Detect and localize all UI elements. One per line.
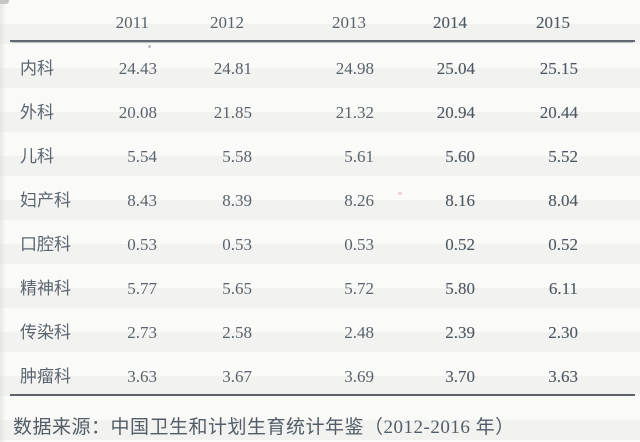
value-cell: 3.63 [483, 350, 586, 396]
value-cell: 2.39 [445, 322, 475, 342]
value-cell: 3.69 [260, 350, 382, 396]
scan-corner-artifact [0, 0, 9, 4]
value-cell: 5.54 [127, 146, 157, 166]
row-label: 外科 [20, 102, 54, 122]
row-spacer [586, 41, 635, 86]
table-row-stomatology: 口腔科 0.53 0.53 0.53 0.52 0.52 [10, 218, 635, 262]
value-cell: 0.52 [548, 234, 578, 254]
year-header-2013: 2013 [260, 8, 382, 42]
row-spacer [586, 218, 635, 262]
value-cell: 25.15 [539, 58, 578, 78]
value-cell: 24.81 [213, 58, 252, 78]
value-cell: 2.58 [222, 322, 252, 342]
value-cell: 3.67 [165, 350, 260, 396]
value-cell: 8.16 [445, 190, 475, 210]
year-header-2015: 2015 [483, 8, 586, 42]
double-rule-light-line [12, 42, 633, 43]
row-spacer [586, 130, 635, 174]
value-cell: 5.60 [445, 146, 475, 166]
value-cell: 25.04 [436, 58, 475, 78]
value-cell: 5.65 [222, 278, 252, 298]
value-cell: 3.63 [95, 350, 165, 396]
row-label: 儿科 [20, 146, 54, 166]
row-label: 内科 [20, 58, 54, 78]
year-header-2012: 2012 [165, 8, 260, 42]
table-row-surgery: 外科 20.08 21.85 21.32 20.94 20.44 [10, 86, 635, 130]
scan-edge-shadow [0, 0, 6, 442]
value-cell: 0.53 [344, 234, 374, 254]
value-cell: 8.43 [127, 190, 157, 210]
department-statistics-table: 2011 2012 2013 2014 2015 内科 24.43 24.81 … [10, 8, 635, 396]
value-cell: 21.85 [213, 102, 252, 122]
value-cell: 20.08 [118, 102, 157, 122]
value-cell: 6.11 [548, 278, 578, 298]
row-spacer [586, 174, 635, 218]
table-row-pediatrics: 儿科 5.54 5.58 5.61 5.60 5.52 [10, 130, 635, 174]
row-label: 妇产科 [20, 190, 71, 210]
row-spacer [586, 306, 635, 350]
value-cell: 2.30 [548, 322, 578, 342]
value-cell: 2.73 [127, 322, 157, 342]
value-cell: 5.58 [222, 146, 252, 166]
value-cell: 5.77 [127, 278, 157, 298]
value-cell: 5.52 [548, 146, 578, 166]
header-row: 2011 2012 2013 2014 2015 [10, 8, 635, 42]
table-row-infectious-diseases: 传染科 2.73 2.58 2.48 2.39 2.30 [10, 306, 635, 350]
year-header-2011: 2011 [95, 8, 165, 42]
scan-speckle [148, 45, 151, 48]
table-row-psychiatry: 精神科 5.77 5.65 5.72 5.80 6.11 [10, 262, 635, 306]
row-label-header [10, 8, 95, 42]
row-label: 口腔科 [20, 234, 71, 254]
table-row-oncology: 肿瘤科 3.63 3.67 3.69 3.70 3.63 [10, 350, 635, 396]
value-cell: 5.72 [344, 278, 374, 298]
row-label: 精神科 [20, 278, 71, 298]
table-row-internal-medicine: 内科 24.43 24.81 24.98 25.04 25.15 [10, 41, 635, 86]
value-cell: 0.53 [127, 234, 157, 254]
value-cell: 2.48 [344, 322, 374, 342]
value-cell: 20.44 [539, 102, 578, 122]
table-row-obstetrics-gynecology: 妇产科 8.43 8.39 8.26 8.16 8.04 [10, 174, 635, 218]
header-spacer [586, 8, 635, 42]
row-spacer [586, 86, 635, 130]
row-spacer [586, 350, 635, 396]
data-source-note: 数据来源：中国卫生和计划生育统计年鉴（2012-2016 年） [13, 417, 515, 438]
value-cell: 3.70 [382, 350, 483, 396]
row-label: 传染科 [20, 322, 71, 342]
row-spacer [586, 262, 635, 306]
value-cell: 21.32 [335, 102, 374, 122]
value-cell: 8.04 [548, 190, 578, 210]
value-cell: 0.52 [445, 234, 475, 254]
year-header-2014: 2014 [382, 8, 483, 42]
value-cell: 8.26 [344, 190, 374, 210]
value-cell: 24.98 [335, 58, 374, 78]
value-cell: 5.61 [344, 146, 374, 166]
value-cell: 8.39 [222, 190, 252, 210]
value-cell: 24.43 [118, 58, 157, 78]
row-label: 肿瘤科 [10, 350, 95, 396]
value-cell: 5.80 [445, 278, 475, 298]
value-cell: 0.53 [222, 234, 252, 254]
value-cell: 20.94 [436, 102, 475, 122]
scan-speckle-pink [398, 192, 402, 195]
